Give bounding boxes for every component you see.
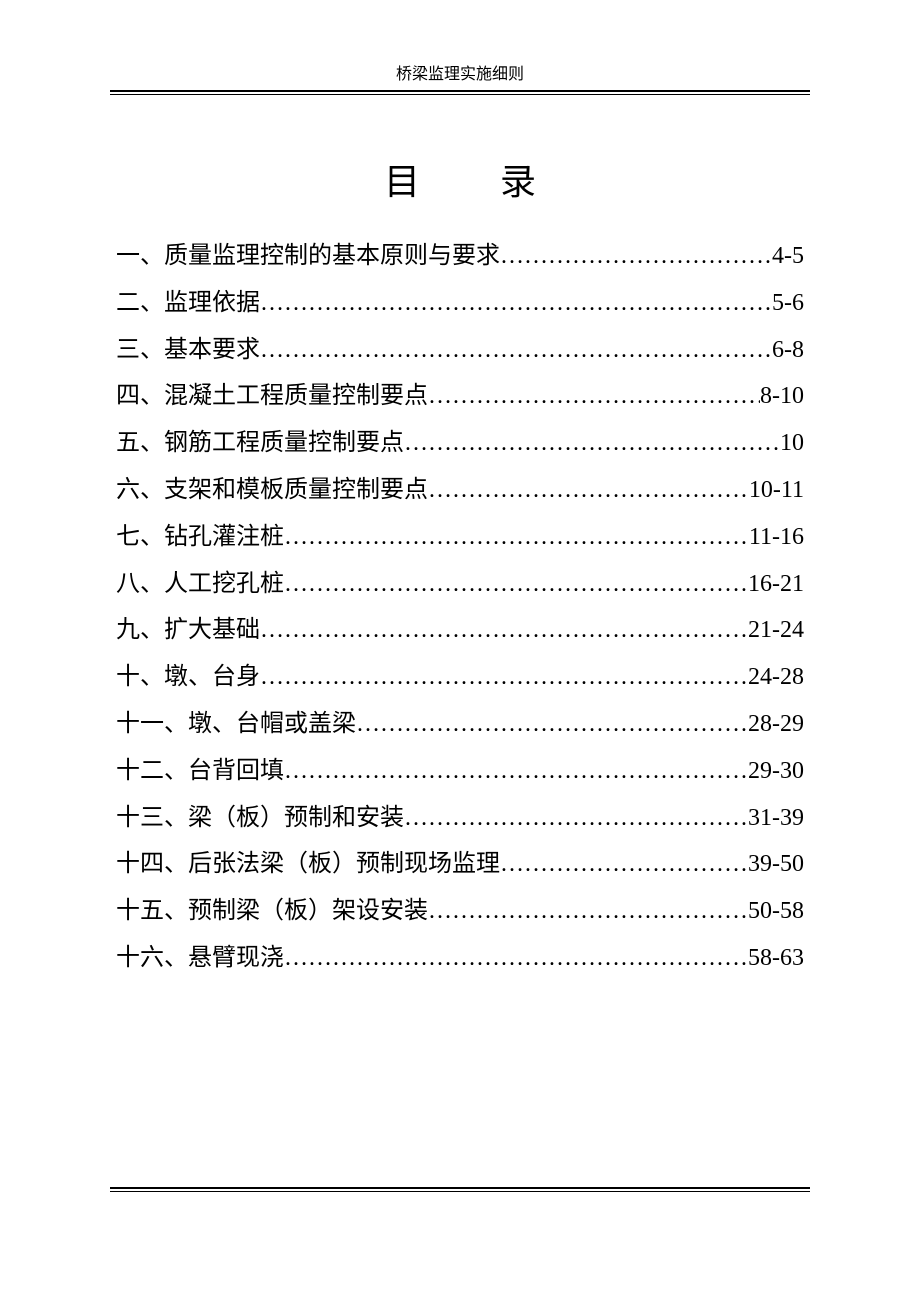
toc-entry: 八、人工挖孔桩 16-21 bbox=[116, 561, 804, 608]
toc-label: 一、质量监理控制的基本原则与要求 bbox=[116, 233, 500, 280]
toc-entry: 四、混凝土工程质量控制要点 8-10 bbox=[116, 373, 804, 420]
toc-label: 五、钢筋工程质量控制要点 bbox=[116, 420, 404, 467]
page-header-title: 桥梁监理实施细则 bbox=[110, 60, 810, 90]
toc-pages: 5-6 bbox=[772, 280, 804, 327]
toc-entry: 十、墩、台身 24-28 bbox=[116, 654, 804, 701]
toc-label: 六、支架和模板质量控制要点 bbox=[116, 467, 428, 514]
toc-entry: 十四、后张法梁（板）预制现场监理 39-50 bbox=[116, 841, 804, 888]
toc-label: 十、墩、台身 bbox=[116, 654, 260, 701]
toc-pages: 29-30 bbox=[748, 748, 804, 795]
toc-dots bbox=[284, 561, 748, 608]
toc-pages: 28-29 bbox=[748, 701, 804, 748]
toc-dots bbox=[500, 841, 748, 888]
toc-entry: 九、扩大基础 21-24 bbox=[116, 607, 804, 654]
toc-pages: 10-11 bbox=[749, 467, 804, 514]
toc-dots bbox=[428, 373, 760, 420]
toc-entry: 十六、悬臂现浇 58-63 bbox=[116, 935, 804, 982]
toc-entry: 五、钢筋工程质量控制要点 10 bbox=[116, 420, 804, 467]
toc-dots bbox=[260, 607, 748, 654]
toc-pages: 8-10 bbox=[760, 373, 804, 420]
toc-entry: 一、质量监理控制的基本原则与要求 4-5 bbox=[116, 233, 804, 280]
main-title: 目录 bbox=[110, 153, 810, 205]
toc-dots bbox=[428, 888, 748, 935]
footer-rule bbox=[110, 1187, 810, 1192]
toc-pages: 11-16 bbox=[749, 514, 804, 561]
toc-dots bbox=[260, 654, 748, 701]
toc-label: 十四、后张法梁（板）预制现场监理 bbox=[116, 841, 500, 888]
toc-pages: 39-50 bbox=[748, 841, 804, 888]
toc-label: 十二、台背回填 bbox=[116, 748, 284, 795]
toc-label: 四、混凝土工程质量控制要点 bbox=[116, 373, 428, 420]
toc-pages: 31-39 bbox=[748, 795, 804, 842]
toc-label: 九、扩大基础 bbox=[116, 607, 260, 654]
toc-entry: 十三、梁（板）预制和安装 31-39 bbox=[116, 795, 804, 842]
toc-label: 十六、悬臂现浇 bbox=[116, 935, 284, 982]
toc-entry: 二、监理依据 5-6 bbox=[116, 280, 804, 327]
toc-pages: 50-58 bbox=[748, 888, 804, 935]
toc-label: 八、人工挖孔桩 bbox=[116, 561, 284, 608]
toc-dots bbox=[260, 327, 772, 374]
toc-entry: 三、基本要求 6-8 bbox=[116, 327, 804, 374]
toc-label: 十三、梁（板）预制和安装 bbox=[116, 795, 404, 842]
toc-dots bbox=[404, 420, 780, 467]
toc-pages: 21-24 bbox=[748, 607, 804, 654]
toc-entry: 十五、预制梁（板）架设安装 50-58 bbox=[116, 888, 804, 935]
toc-label: 七、钻孔灌注桩 bbox=[116, 514, 284, 561]
toc-entry: 十一、墩、台帽或盖梁 28-29 bbox=[116, 701, 804, 748]
toc-dots bbox=[404, 795, 748, 842]
toc-dots bbox=[260, 280, 772, 327]
toc-label: 三、基本要求 bbox=[116, 327, 260, 374]
toc-pages: 58-63 bbox=[748, 935, 804, 982]
toc-dots bbox=[284, 514, 749, 561]
toc-dots bbox=[500, 233, 772, 280]
toc-label: 十五、预制梁（板）架设安装 bbox=[116, 888, 428, 935]
toc-pages: 4-5 bbox=[772, 233, 804, 280]
toc-entry: 六、支架和模板质量控制要点 10-11 bbox=[116, 467, 804, 514]
header-rule bbox=[110, 90, 810, 95]
toc-entry: 七、钻孔灌注桩 11-16 bbox=[116, 514, 804, 561]
toc-dots bbox=[428, 467, 749, 514]
toc-label: 十一、墩、台帽或盖梁 bbox=[116, 701, 356, 748]
toc-entry: 十二、台背回填 29-30 bbox=[116, 748, 804, 795]
toc-dots bbox=[284, 748, 748, 795]
toc-pages: 10 bbox=[780, 420, 804, 467]
document-page: 桥梁监理实施细则 目录 一、质量监理控制的基本原则与要求 4-5 二、监理依据 … bbox=[0, 0, 920, 1302]
toc-pages: 6-8 bbox=[772, 327, 804, 374]
toc-label: 二、监理依据 bbox=[116, 280, 260, 327]
toc-dots bbox=[356, 701, 748, 748]
toc-list: 一、质量监理控制的基本原则与要求 4-5 二、监理依据 5-6 三、基本要求 6… bbox=[110, 233, 810, 982]
toc-pages: 24-28 bbox=[748, 654, 804, 701]
toc-pages: 16-21 bbox=[748, 561, 804, 608]
toc-dots bbox=[284, 935, 748, 982]
